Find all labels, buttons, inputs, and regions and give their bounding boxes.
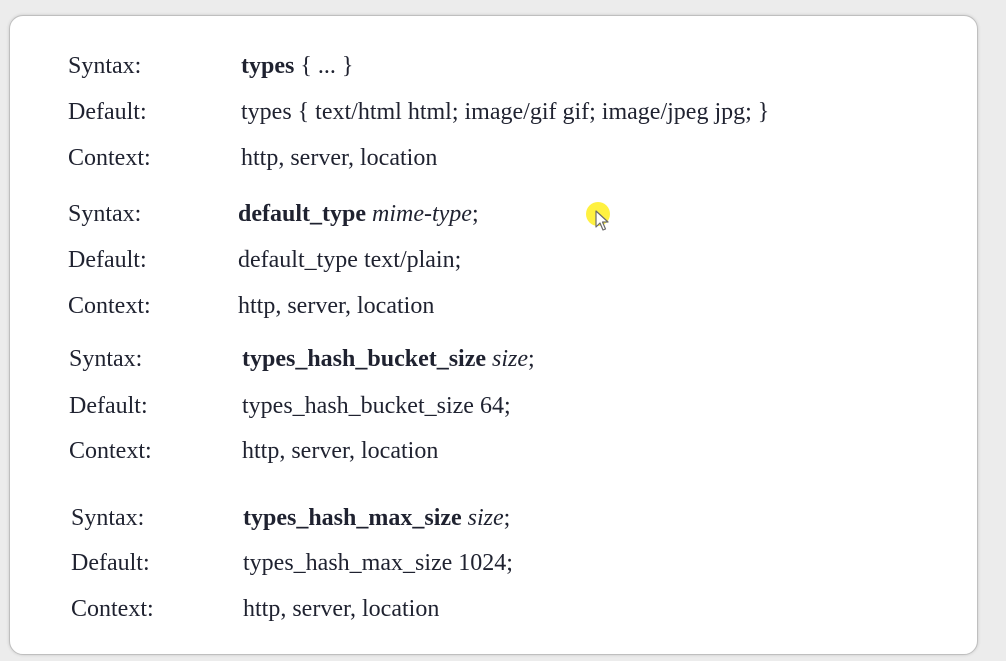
directive-keyword: default_type [238,201,366,227]
directive-tail: ; [528,346,535,372]
context-label: Context: [68,145,151,171]
default-value: default_type text/plain; [238,247,462,273]
directive-tail: { ... } [294,53,354,79]
syntax-label: Syntax: [68,53,142,79]
directive-reference-panel [9,15,978,655]
syntax-label: Syntax: [71,505,145,531]
syntax-value: types_hash_max_size size; [243,504,510,532]
context-value: http, server, location [241,145,438,171]
directive-argument: mime-type [366,201,472,227]
directive-keyword: types [241,53,295,79]
mouse-pointer-icon [586,202,612,231]
directive-tail: ; [503,505,511,531]
default-value: types_hash_max_size 1024; [243,550,513,576]
context-label: Context: [68,293,151,319]
syntax-value: types_hash_bucket_size size; [242,345,535,373]
directive-argument: size [486,346,529,372]
directive-tail: ; [471,201,479,227]
default-label: Default: [71,550,150,576]
directive-keyword: types_hash_max_size [243,505,462,531]
directive-argument: size [461,505,504,531]
default-label: Default: [68,247,147,273]
default-label: Default: [68,99,147,125]
arrow-cursor-icon [595,210,609,231]
context-value: http, server, location [238,293,435,319]
default-value: types_hash_bucket_size 64; [242,393,511,419]
syntax-value: types { ... } [241,52,353,80]
context-label: Context: [69,438,152,464]
context-value: http, server, location [242,438,439,464]
directive-keyword: types_hash_bucket_size [242,346,487,372]
syntax-label: Syntax: [68,201,142,227]
default-value: types { text/html html; image/gif gif; i… [241,99,770,125]
syntax-label: Syntax: [69,346,143,372]
default-label: Default: [69,393,148,419]
context-value: http, server, location [243,596,440,622]
context-label: Context: [71,596,154,622]
syntax-value: default_type mime-type; [238,200,479,228]
